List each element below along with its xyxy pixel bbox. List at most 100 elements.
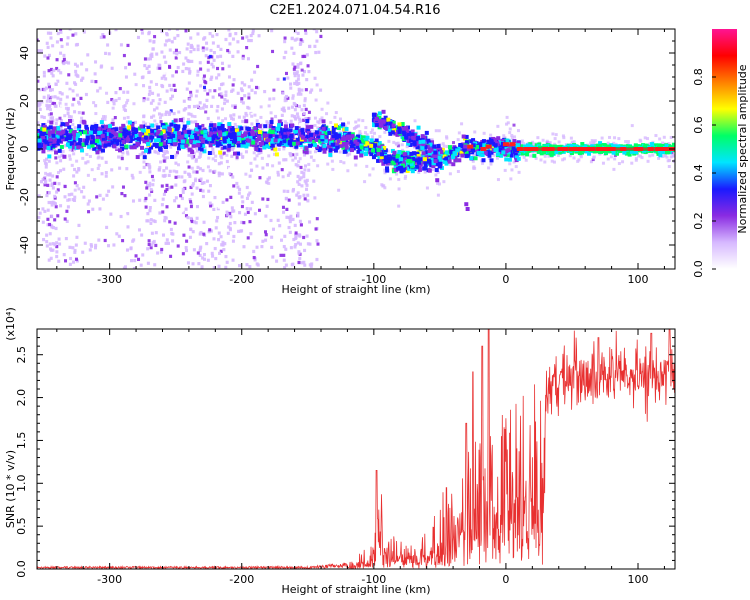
- spectrogram-band-cell: [100, 133, 105, 138]
- spectrogram-haze-cell: [325, 112, 329, 116]
- spectrogram-noise-cell: [126, 225, 130, 229]
- spectrogram-noise-cell: [228, 33, 232, 38]
- spectrogram-noise-cell: [137, 257, 141, 261]
- spectrogram-noise-cell: [216, 44, 220, 48]
- spectrogram-noise-cell: [80, 190, 84, 194]
- spectrogram-noise-cell: [53, 243, 57, 247]
- spectrogram-band-cell: [512, 144, 517, 149]
- spectrogram-band-cell: [489, 158, 494, 163]
- spectrogram-haze-cell: [532, 143, 536, 147]
- spectrogram-noise-cell: [100, 172, 104, 176]
- spectrogram-band-cell: [179, 131, 184, 136]
- spectrogram-band-cell: [112, 130, 117, 135]
- spectrogram-noise-cell: [186, 261, 190, 265]
- spectrogram-noise-cell: [219, 54, 223, 58]
- spectrogram-noise-cell: [101, 117, 105, 121]
- spectrogram-band-cell: [100, 148, 105, 153]
- spectrogram-haze-cell: [548, 141, 552, 145]
- spectrogram-band-cell: [234, 128, 239, 133]
- spectrogram-noise-cell: [276, 77, 280, 81]
- spectrogram-band-cell: [82, 130, 87, 135]
- spectrogram-band-cell: [92, 140, 97, 145]
- spectrogram-haze-cell: [50, 95, 54, 99]
- spectrogram-band-cell: [42, 143, 47, 148]
- spectrogram-noise-cell: [189, 216, 193, 221]
- spectrogram-noise-cell: [162, 192, 166, 196]
- spectrogram-noise-cell: [230, 154, 234, 158]
- spectrogram-band-cell: [114, 127, 119, 132]
- spectrogram-band-cell: [308, 137, 313, 142]
- spectrogram-noise-cell: [201, 48, 205, 53]
- spectrogram-band-cell: [361, 135, 366, 140]
- spectrogram-noise-cell: [307, 110, 311, 114]
- spectrogram-haze-cell: [316, 120, 320, 124]
- spectrogram-band-cell: [495, 141, 500, 146]
- spectrogram-noise-cell: [210, 104, 214, 108]
- spectrogram-noise-cell: [37, 101, 41, 105]
- spectrogram-haze-cell: [592, 155, 596, 159]
- spectrogram-noise-cell: [59, 29, 63, 31]
- spectrogram-branch-cell: [430, 140, 435, 145]
- spectrogram-noise-cell: [211, 95, 215, 99]
- spectrogram-band-cell: [61, 129, 66, 134]
- spectrogram-haze-cell: [267, 104, 271, 108]
- spectrogram-band-cell: [224, 138, 229, 143]
- spectrogram-noise-cell: [59, 204, 63, 208]
- spectrogram-noise-cell: [217, 171, 221, 175]
- spectrogram-haze-cell: [370, 128, 374, 132]
- spectrogram-noise-cell: [305, 234, 309, 238]
- spectrogram-noise-cell: [117, 234, 121, 238]
- spectrogram-haze-cell: [526, 141, 530, 145]
- spectrogram-noise-cell: [50, 214, 54, 219]
- spectrogram-band-cell: [386, 159, 391, 164]
- spectrogram-haze-cell: [255, 154, 259, 158]
- spectrogram-noise-cell: [162, 71, 166, 75]
- spectrogram-band-cell: [268, 129, 273, 134]
- spectrogram-noise-cell: [72, 174, 76, 178]
- spectrogram-noise-cell: [212, 50, 216, 55]
- spectrogram-band-cell: [161, 141, 166, 146]
- spectrogram-band-cell: [202, 149, 207, 154]
- spectrogram-haze-cell: [512, 123, 516, 127]
- spectrogram-haze-cell: [362, 153, 366, 157]
- spectrogram-band-cell: [515, 143, 520, 148]
- spectrogram-haze-cell: [198, 106, 202, 110]
- spectrogram-haze-cell: [85, 152, 89, 156]
- spectrogram-noise-cell: [171, 239, 175, 243]
- spectrogram-noise-cell: [116, 192, 120, 196]
- spectrogram-haze-cell: [562, 136, 566, 140]
- spectrogram-band-cell: [58, 131, 63, 136]
- spectrogram-band-cell: [185, 139, 190, 144]
- spectrogram-band-cell: [46, 126, 51, 131]
- spectrogram-band-cell: [227, 124, 232, 129]
- spectrogram-noise-cell: [73, 62, 77, 66]
- spectrogram-noise-cell: [280, 168, 284, 172]
- spectrogram-band-cell: [174, 127, 179, 132]
- spectrogram-band-cell: [72, 142, 77, 147]
- spectrogram-noise-cell: [55, 241, 59, 245]
- spectrogram-band-cell: [549, 152, 554, 157]
- spectrogram-noise-cell: [184, 56, 188, 60]
- spectrogram-band-cell: [137, 126, 142, 131]
- spectrogram-noise-cell: [240, 81, 244, 85]
- spectrogram-noise-cell: [288, 171, 292, 175]
- spectrogram-noise-cell: [73, 195, 77, 199]
- spectrogram-haze-cell: [320, 116, 324, 120]
- spectrogram-noise-cell: [162, 55, 166, 59]
- spectrogram-noise-cell: [133, 258, 137, 263]
- spectrogram-band-cell: [628, 144, 633, 149]
- spectrogram-noise-cell: [296, 214, 300, 218]
- spectrogram-noise-cell: [221, 82, 225, 86]
- spectrogram-band-cell: [75, 136, 80, 141]
- spectrogram-noise-cell: [165, 205, 169, 209]
- spectrogram-band-cell: [491, 141, 496, 146]
- spectrogram-noise-cell: [271, 255, 275, 259]
- spectrogram-band-cell: [227, 121, 232, 126]
- spectrogram-haze-cell: [157, 102, 161, 106]
- spectrogram-band-cell: [584, 149, 589, 154]
- spectrogram-band-cell: [410, 169, 415, 174]
- spectrogram-noise-cell: [297, 250, 301, 254]
- spectrogram-band-cell: [391, 156, 396, 161]
- spectrogram-band-cell: [437, 164, 442, 169]
- spectrogram-band-cell: [104, 135, 109, 140]
